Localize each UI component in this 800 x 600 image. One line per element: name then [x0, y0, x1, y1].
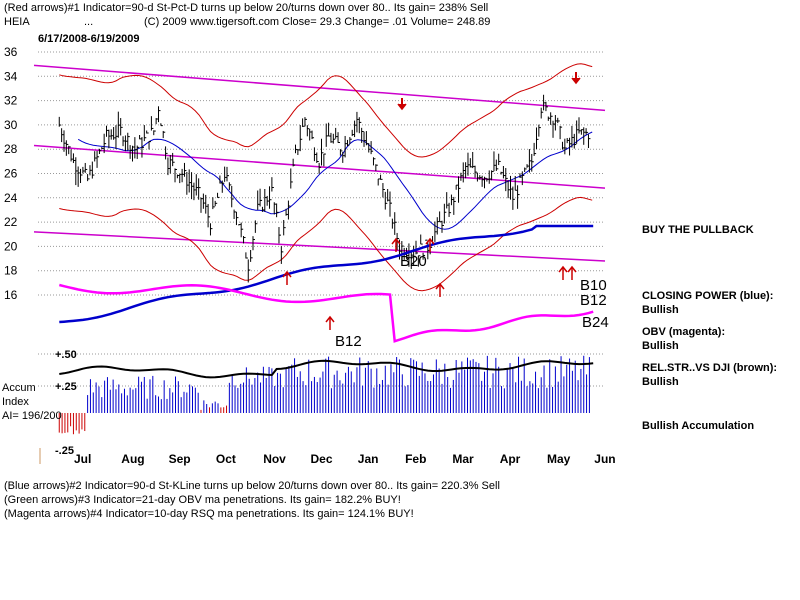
x-tick-label: Oct	[216, 452, 236, 466]
trend-line	[33, 231, 606, 262]
y-tick-label: 26	[4, 167, 18, 181]
obv-label: OBV (magenta):	[642, 326, 726, 338]
signal-arrows	[282, 72, 581, 330]
date-range: 6/17/2008-6/19/2009	[38, 33, 140, 45]
signal-label: B10	[580, 277, 607, 294]
buy-arrow-head	[391, 237, 401, 245]
sell-arrow-head	[571, 77, 581, 85]
y-axis-ticks: 36 34 32 30 28 26 24 22 20 18 16	[4, 45, 18, 302]
ticker-suffix: ...	[84, 16, 94, 28]
ticker-symbol: HEIA	[4, 16, 30, 28]
y-tick-label: 18	[4, 264, 18, 278]
y-tick-label: 24	[4, 191, 18, 205]
relstr-line	[59, 359, 594, 379]
accumulation-panel: +.50 +.25 -.25	[38, 349, 605, 464]
relstr-value: Bullish	[642, 376, 679, 388]
ma-line	[77, 131, 593, 230]
accum-tick-label: +.25	[55, 381, 77, 393]
buy-arrow-head	[567, 265, 577, 273]
y-tick-label: 32	[4, 94, 18, 108]
index-label: Index	[2, 396, 29, 408]
upper-band	[59, 63, 593, 158]
accum-tick-label: -.25	[55, 445, 74, 457]
closing-power-label: CLOSING POWER (blue):	[642, 290, 774, 302]
buy-arrow-head	[425, 237, 435, 245]
price-summary: (C) 2009 www.tigersoft.com Close= 29.3 C…	[144, 16, 491, 28]
x-tick-label: May	[547, 452, 571, 466]
accum-label: Accum	[2, 382, 36, 394]
y-tick-label: 34	[4, 69, 18, 83]
moving-average	[77, 131, 593, 230]
indicator-3-text: (Green arrows)#3 Indicator=21-day OBV ma…	[4, 494, 401, 506]
closing-power-line	[59, 224, 594, 324]
indicator-1-text: (Red arrows)#1 Indicator=90-d St-Pct-D t…	[4, 2, 489, 14]
x-tick-label: Apr	[500, 452, 521, 466]
obv-line	[58, 283, 594, 343]
x-tick-label: Nov	[263, 452, 286, 466]
y-tick-label: 22	[4, 215, 18, 229]
y-tick-label: 28	[4, 142, 18, 156]
lower-band	[59, 196, 593, 292]
obv	[58, 283, 594, 343]
buy-arrow-head	[435, 282, 445, 290]
trend-line	[33, 64, 606, 112]
indicator-4-text: (Magenta arrows)#4 Indicator=10-day RSQ …	[4, 508, 414, 520]
y-tick-label: 30	[4, 118, 18, 132]
buy-arrow-head	[558, 265, 568, 273]
y-tick-label: 20	[4, 239, 18, 253]
x-tick-label: Jan	[358, 452, 379, 466]
relstr-label: REL.STR..VS DJI (brown):	[642, 362, 778, 374]
closing-power-value: Bullish	[642, 304, 679, 316]
y-tick-label: 36	[4, 45, 18, 59]
x-axis-ticks: Jul Aug Sep Oct Nov Dec Jan Feb Mar Apr May Jun	[74, 452, 616, 466]
indicator-2-text: (Blue arrows)#2 Indicator=90-d St-KLine …	[4, 480, 500, 492]
accumulation-status: Bullish Accumulation	[642, 420, 755, 432]
closing-power	[59, 224, 594, 324]
buy-the-pullback: BUY THE PULLBACK	[642, 224, 754, 236]
x-tick-label: Jul	[74, 452, 91, 466]
sell-arrow-head	[397, 103, 407, 111]
x-tick-label: Aug	[121, 452, 144, 466]
price-bars	[58, 94, 591, 283]
obv-value: Bullish	[642, 340, 679, 352]
ai-value: AI= 196/200	[2, 410, 62, 422]
x-tick-label: Mar	[452, 452, 474, 466]
buy-arrow-head	[325, 315, 335, 323]
signal-label: B12	[335, 333, 362, 350]
x-tick-label: Dec	[311, 452, 333, 466]
x-tick-label: Feb	[405, 452, 426, 466]
signal-label: B20	[400, 253, 427, 270]
accum-tick-label: +.50	[55, 349, 77, 361]
y-tick-label: 16	[4, 288, 18, 302]
buy-arrow-head	[282, 270, 292, 278]
x-tick-label: Jun	[594, 452, 615, 466]
signal-label: B12	[580, 292, 607, 309]
signal-label: B24	[582, 314, 609, 331]
x-tick-label: Sep	[169, 452, 191, 466]
